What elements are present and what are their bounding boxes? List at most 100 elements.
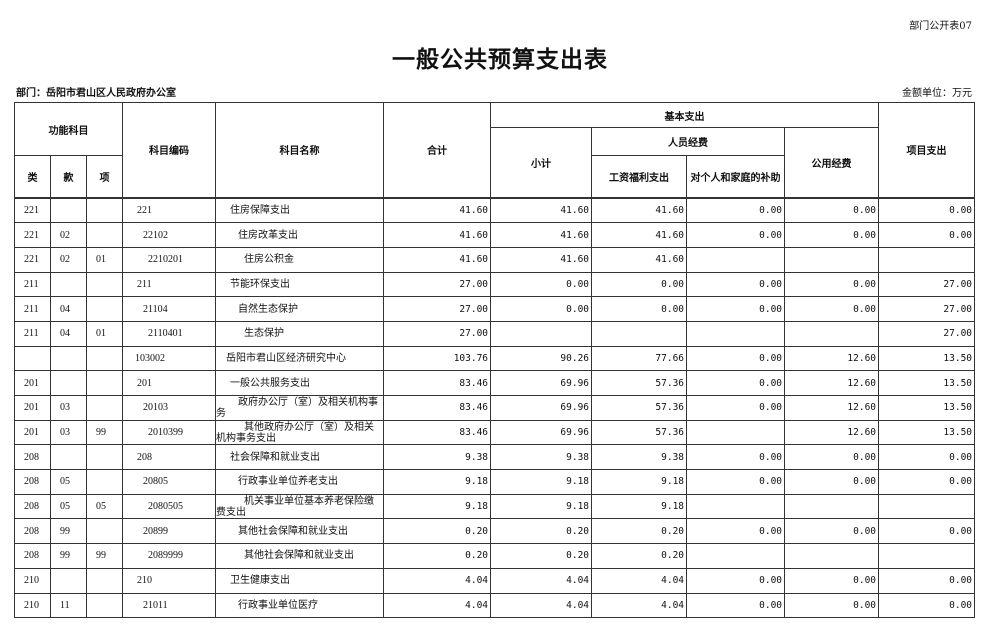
cell-kuan <box>50 271 87 298</box>
table-row: 210 210 卫生健康支出 4.04 4.04 4.04 0.00 0.00 0.00 <box>14 567 976 594</box>
cell-total: 103.76 <box>383 345 492 372</box>
cell-project: 0.00 <box>878 222 976 248</box>
cell-subsidy: 0.00 <box>686 296 786 322</box>
header-func-subject: 功能科目 <box>13 102 124 156</box>
header-lei: 类 <box>14 155 51 198</box>
cell-salary: 41.60 <box>591 246 688 273</box>
cell-lei: 221 <box>14 246 51 273</box>
cell-project: 13.50 <box>878 419 976 446</box>
cell-salary: 57.36 <box>591 395 688 421</box>
cell-kuan <box>50 567 87 594</box>
cell-total: 0.20 <box>383 518 492 545</box>
cell-lei: 208 <box>14 493 51 520</box>
budget-table: 功能科目 科目编码 科目名称 合计 基本支出 项目支出 小计 人员经费 公用经费… <box>13 102 976 619</box>
cell-total: 9.38 <box>383 444 492 471</box>
cell-public: 0.00 <box>784 271 880 298</box>
cell-code: 211 <box>122 271 217 298</box>
cell-project: 13.50 <box>878 345 976 372</box>
cell-total: 4.04 <box>383 592 492 619</box>
cell-code: 2010399 <box>122 419 217 446</box>
table-header: 功能科目 科目编码 科目名称 合计 基本支出 项目支出 小计 人员经费 公用经费… <box>13 102 976 198</box>
cell-subsidy <box>686 320 786 347</box>
cell-public <box>784 543 880 569</box>
cell-name: 住房改革支出 <box>215 222 385 248</box>
cell-xiang <box>85 196 124 224</box>
cell-project: 27.00 <box>878 296 976 322</box>
cell-project: 0.00 <box>878 592 976 619</box>
cell-kuan: 11 <box>50 592 87 619</box>
table-row: 211 211 节能环保支出 27.00 0.00 0.00 0.00 0.00 27.00 <box>14 271 976 298</box>
header-basic: 基本支出 <box>490 102 880 128</box>
cell-subtotal <box>490 320 593 347</box>
cell-total: 83.46 <box>383 395 492 421</box>
table-row: 221 02 22102 住房改革支出 41.60 41.60 41.60 0.00 0.00 0… <box>14 222 976 248</box>
cell-xiang: 01 <box>85 246 124 273</box>
cell-project <box>878 493 976 520</box>
cell-code: 20103 <box>122 395 217 421</box>
cell-xiang <box>85 271 124 298</box>
cell-kuan: 99 <box>50 518 87 545</box>
cell-kuan: 02 <box>50 246 87 273</box>
cell-code: 2210201 <box>122 246 217 273</box>
header-personnel: 人员经费 <box>591 127 786 156</box>
department-label: 部门：岳阳市君山区人民政府办公室 <box>16 88 176 99</box>
cell-salary: 0.20 <box>591 518 688 545</box>
cell-salary: 0.00 <box>591 296 688 322</box>
cell-subtotal: 41.60 <box>490 196 593 224</box>
cell-code: 20805 <box>122 469 217 495</box>
cell-project <box>878 246 976 273</box>
cell-subtotal: 69.96 <box>490 419 593 446</box>
cell-salary: 0.20 <box>591 543 688 569</box>
cell-subsidy <box>686 493 786 520</box>
header-xiang: 项 <box>85 155 124 198</box>
cell-lei: 201 <box>14 419 51 446</box>
header-salary: 工资福利支出 <box>591 155 688 198</box>
cell-xiang: 01 <box>85 320 124 347</box>
cell-project: 0.00 <box>878 469 976 495</box>
header-project: 项目支出 <box>878 102 976 198</box>
cell-lei: 221 <box>14 196 51 224</box>
cell-public: 0.00 <box>784 444 880 471</box>
cell-subtotal: 0.00 <box>490 271 593 298</box>
cell-subtotal: 9.18 <box>490 493 593 520</box>
cell-subsidy: 0.00 <box>686 395 786 421</box>
cell-subsidy: 0.00 <box>686 567 786 594</box>
cell-name: 行政事业单位医疗 <box>215 592 385 619</box>
cell-subsidy: 0.00 <box>686 518 786 545</box>
cell-public <box>784 493 880 520</box>
cell-project: 0.00 <box>878 196 976 224</box>
cell-lei: 211 <box>14 320 51 347</box>
cell-lei <box>14 345 51 372</box>
cell-name: 其他政府办公厅（室）及相关机构事务支出 <box>215 419 385 446</box>
cell-salary: 4.04 <box>591 592 688 619</box>
cell-xiang <box>85 469 124 495</box>
cell-subsidy: 0.00 <box>686 271 786 298</box>
cell-subsidy <box>686 246 786 273</box>
cell-xiang <box>85 222 124 248</box>
cell-public: 0.00 <box>784 296 880 322</box>
table-row: 208 05 05 2080505 机关事业单位基本养老保险缴费支出 9.18 9.18 9.… <box>14 493 976 520</box>
cell-name: 自然生态保护 <box>215 296 385 322</box>
cell-salary: 41.60 <box>591 196 688 224</box>
cell-public: 0.00 <box>784 196 880 224</box>
cell-code: 2080505 <box>122 493 217 520</box>
cell-kuan: 03 <box>50 419 87 446</box>
cell-public <box>784 320 880 347</box>
cell-total: 41.60 <box>383 196 492 224</box>
cell-xiang <box>85 444 124 471</box>
table-row: 208 208 社会保障和就业支出 9.38 9.38 9.38 0.00 0.00 0.00 <box>14 444 976 471</box>
cell-public: 12.60 <box>784 419 880 446</box>
cell-public <box>784 246 880 273</box>
cell-lei: 208 <box>14 543 51 569</box>
cell-salary: 41.60 <box>591 222 688 248</box>
header-subsidy: 对个人和家庭的补助 <box>686 155 786 198</box>
cell-lei: 221 <box>14 222 51 248</box>
cell-code: 221 <box>122 196 217 224</box>
cell-name: 其他社会保障和就业支出 <box>215 543 385 569</box>
cell-subtotal: 9.38 <box>490 444 593 471</box>
cell-code: 21011 <box>122 592 217 619</box>
cell-xiang <box>85 592 124 619</box>
header-subtotal: 小计 <box>490 127 593 198</box>
cell-total: 27.00 <box>383 320 492 347</box>
cell-subtotal: 0.20 <box>490 518 593 545</box>
